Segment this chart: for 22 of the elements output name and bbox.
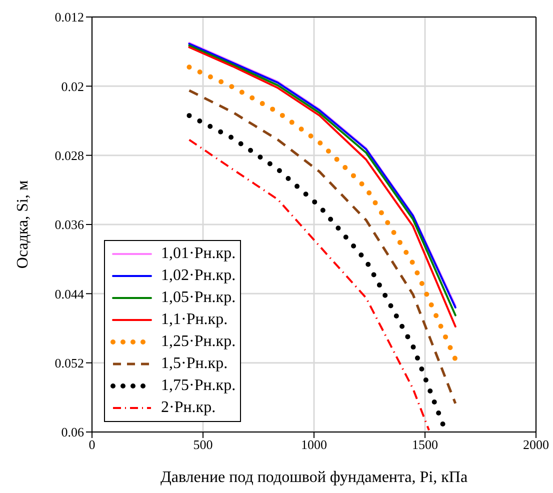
- x-tick-label: 1500: [412, 437, 438, 452]
- x-axis-title: Давление под подошвой фундамента, Pi, кПа: [160, 469, 468, 486]
- x-tick-label: 1000: [301, 437, 327, 452]
- legend-label: 1,1·Рн.кр.: [161, 311, 228, 329]
- y-tick-label: 0.044: [54, 286, 84, 302]
- legend-label: 1,25·Рн.кр.: [161, 333, 236, 351]
- y-tick-label: 0.052: [54, 355, 84, 370]
- y-tick-label: 0.036: [54, 217, 84, 232]
- legend-label: 1,75·Рн.кр.: [161, 377, 236, 395]
- legend-label: 1,01·Рн.кр.: [161, 245, 236, 263]
- x-tick-label: 2000: [523, 437, 549, 452]
- y-tick-label: 0.02: [61, 78, 84, 94]
- y-tick-label: 0.028: [54, 148, 84, 163]
- x-tick-label: 0: [88, 437, 96, 452]
- y-tick-label: 0.012: [54, 10, 84, 25]
- legend-label: 1,02·Рн.кр.: [161, 267, 236, 285]
- y-tick-label: 0.06: [61, 424, 84, 440]
- x-tick-label: 500: [193, 437, 213, 452]
- y-axis-title: Осадка, Si, м: [14, 180, 32, 269]
- legend-label: 1,05·Рн.кр.: [161, 289, 236, 307]
- legend-label: 1,5·Рн.кр.: [161, 355, 228, 373]
- legend-label: 2·Рн.кр.: [161, 399, 216, 417]
